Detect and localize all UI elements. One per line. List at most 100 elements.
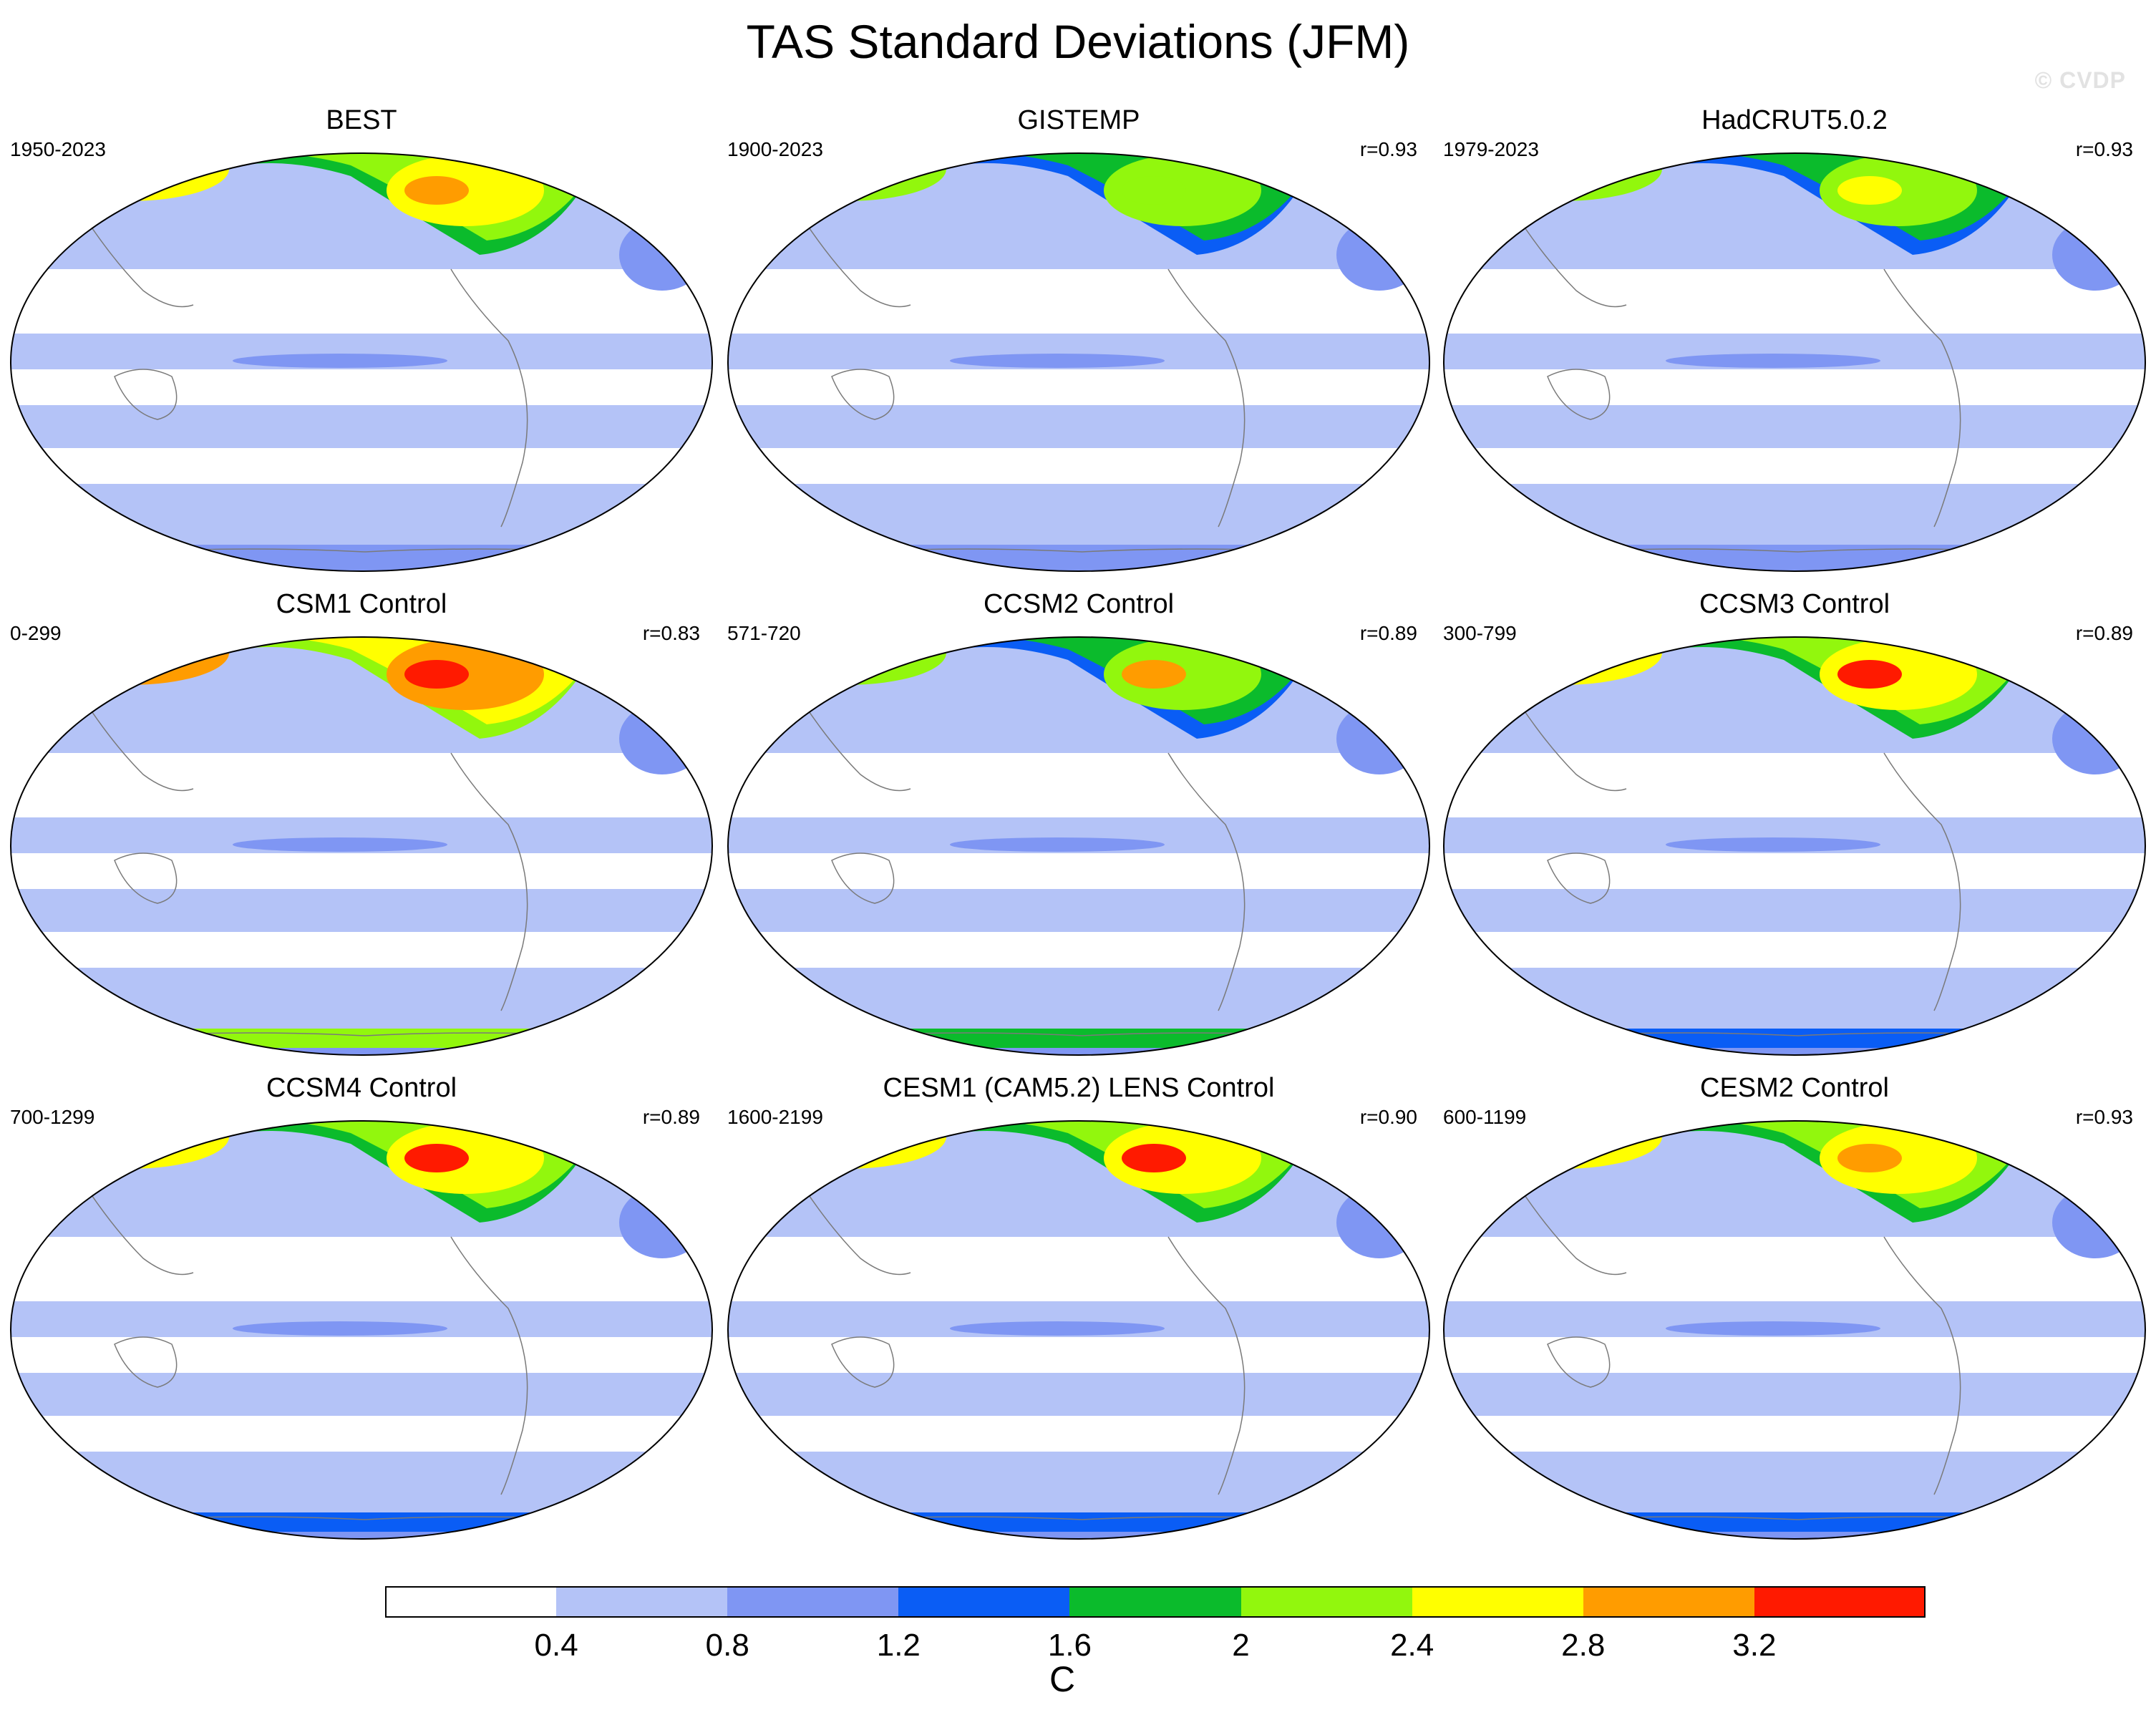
map-field <box>727 636 1430 1056</box>
panel-title: HadCRUT5.0.2 <box>1701 105 1888 135</box>
panel-title: GISTEMP <box>1017 105 1140 135</box>
coastline-australia <box>114 369 178 420</box>
colorbar-swatch <box>385 1586 557 1618</box>
eurasia-field <box>746 637 946 685</box>
coastline-australia <box>114 1336 178 1388</box>
southern-ocean-edge <box>1444 564 2145 571</box>
colorbar-tick-label: 0.4 <box>534 1628 578 1663</box>
colorbar-swatch <box>1754 1586 1926 1618</box>
map-panel-cesm2: CESM2 Control 600-1199 r=0.93 <box>1440 1072 2149 1545</box>
panel-title: CESM2 Control <box>1700 1073 1889 1103</box>
panel-period: 0-299 <box>10 622 62 644</box>
colorbar-tick-label: 1.6 <box>1047 1628 1092 1663</box>
colorbar-swatch <box>727 1586 899 1618</box>
antarctica-field <box>11 1029 712 1055</box>
colorbar-tick-label: 2 <box>1232 1628 1250 1663</box>
southern-ocean-edge <box>1444 1048 2145 1055</box>
tropical-band-low <box>731 1237 1427 1301</box>
coastline-australia <box>114 852 178 904</box>
map-outline <box>10 636 713 1056</box>
antarctica-field <box>11 545 712 571</box>
colorbar-tick-label: 3.2 <box>1732 1628 1777 1663</box>
eurasia-field <box>29 153 229 201</box>
tropical-band-low <box>731 753 1427 817</box>
eurasia-field <box>746 153 946 201</box>
north-america-peak <box>1122 1144 1186 1172</box>
panel-title: CCSM3 Control <box>1699 589 1890 619</box>
coastline-east-asia <box>802 1186 911 1276</box>
antarctica-field <box>728 1029 1429 1055</box>
tropical-band-low <box>728 369 1429 405</box>
north-america-peak <box>1122 176 1186 205</box>
panel-title: CCSM2 Control <box>983 589 1175 619</box>
tropical-band-low <box>11 369 712 405</box>
tropical-band-low <box>1447 269 2142 334</box>
map-field <box>1443 1120 2146 1540</box>
map-field <box>1443 152 2146 572</box>
southern-ocean-edge <box>728 1048 1429 1055</box>
panel-title: CSM1 Control <box>276 589 447 619</box>
eurasia-peak <box>796 637 868 665</box>
southern-band-low <box>759 448 1399 484</box>
antarctica-field <box>1444 1029 2145 1055</box>
coastline-australia <box>831 369 895 420</box>
panel-period: 300-799 <box>1443 622 1517 644</box>
coastline-australia <box>1547 369 1611 420</box>
coastline-americas <box>450 1236 528 1495</box>
watermark: © CVDP <box>2034 67 2126 93</box>
panel-period: 1979-2023 <box>1443 138 1539 160</box>
panel-period: 1950-2023 <box>10 138 106 160</box>
equatorial-pacific-band <box>233 1321 447 1336</box>
equatorial-pacific-band <box>233 354 447 368</box>
coastline-americas <box>1883 1236 1961 1495</box>
panel-correlation: r=0.83 <box>642 622 700 644</box>
panel-correlation: r=0.89 <box>1359 622 1417 644</box>
antarctica-field <box>11 1512 712 1539</box>
panel-title: CESM1 (CAM5.2) LENS Control <box>883 1073 1275 1103</box>
southern-band-low <box>1475 932 2114 968</box>
map-panel-ccsm3: CCSM3 Control 300-799 r=0.89 <box>1440 588 2149 1061</box>
map-panel-csm1: CSM1 Control 0-299 r=0.83 <box>7 588 716 1061</box>
eurasia-peak <box>79 153 150 181</box>
coastline-australia <box>1547 1336 1611 1388</box>
map-panel-hadcrut: HadCRUT5.0.2 1979-2023 r=0.93 <box>1440 105 2149 577</box>
equatorial-pacific-band <box>950 354 1165 368</box>
southern-ocean-edge <box>11 1532 712 1539</box>
coastline-east-asia <box>85 1186 194 1276</box>
tropical-band-low <box>731 269 1427 334</box>
north-america-peak <box>404 1144 469 1172</box>
southern-band-low <box>759 1416 1399 1452</box>
map-outline <box>727 636 1430 1056</box>
southern-ocean-edge <box>11 564 712 571</box>
coastline-americas <box>1883 268 1961 528</box>
eurasia-field <box>29 1121 229 1169</box>
eurasia-field <box>1462 637 1662 685</box>
eurasia-field <box>29 637 229 685</box>
north-america-peak <box>404 660 469 689</box>
tropical-band-low <box>1447 753 2142 817</box>
southern-ocean-edge <box>1444 1532 2145 1539</box>
eurasia-peak <box>1512 153 1583 181</box>
map-outline <box>1443 1120 2146 1540</box>
panel-correlation: r=0.93 <box>1359 138 1417 160</box>
map-panel-gistemp: GISTEMP 1900-2023 r=0.93 <box>724 105 1433 577</box>
colorbar-swatch <box>1412 1586 1583 1618</box>
antarctica-field <box>1444 545 2145 571</box>
panel-correlation: r=0.93 <box>2075 138 2133 160</box>
tropical-band-low <box>14 753 709 817</box>
eurasia-field <box>1462 1121 1662 1169</box>
coastline-americas <box>1167 1236 1245 1495</box>
eurasia-field <box>1462 153 1662 201</box>
equatorial-pacific-band <box>950 1321 1165 1336</box>
southern-band-low <box>42 448 681 484</box>
equatorial-pacific-band <box>233 837 447 852</box>
eurasia-peak <box>796 153 868 181</box>
coastline-east-asia <box>1518 702 1627 792</box>
tropical-band-low <box>11 1337 712 1373</box>
panel-period: 700-1299 <box>10 1106 95 1128</box>
colorbar-tick-label: 2.4 <box>1390 1628 1434 1663</box>
coastline-east-asia <box>802 702 911 792</box>
panel-correlation: r=0.89 <box>2075 622 2133 644</box>
panel-period: 1900-2023 <box>727 138 823 160</box>
antarctica-field <box>728 545 1429 571</box>
